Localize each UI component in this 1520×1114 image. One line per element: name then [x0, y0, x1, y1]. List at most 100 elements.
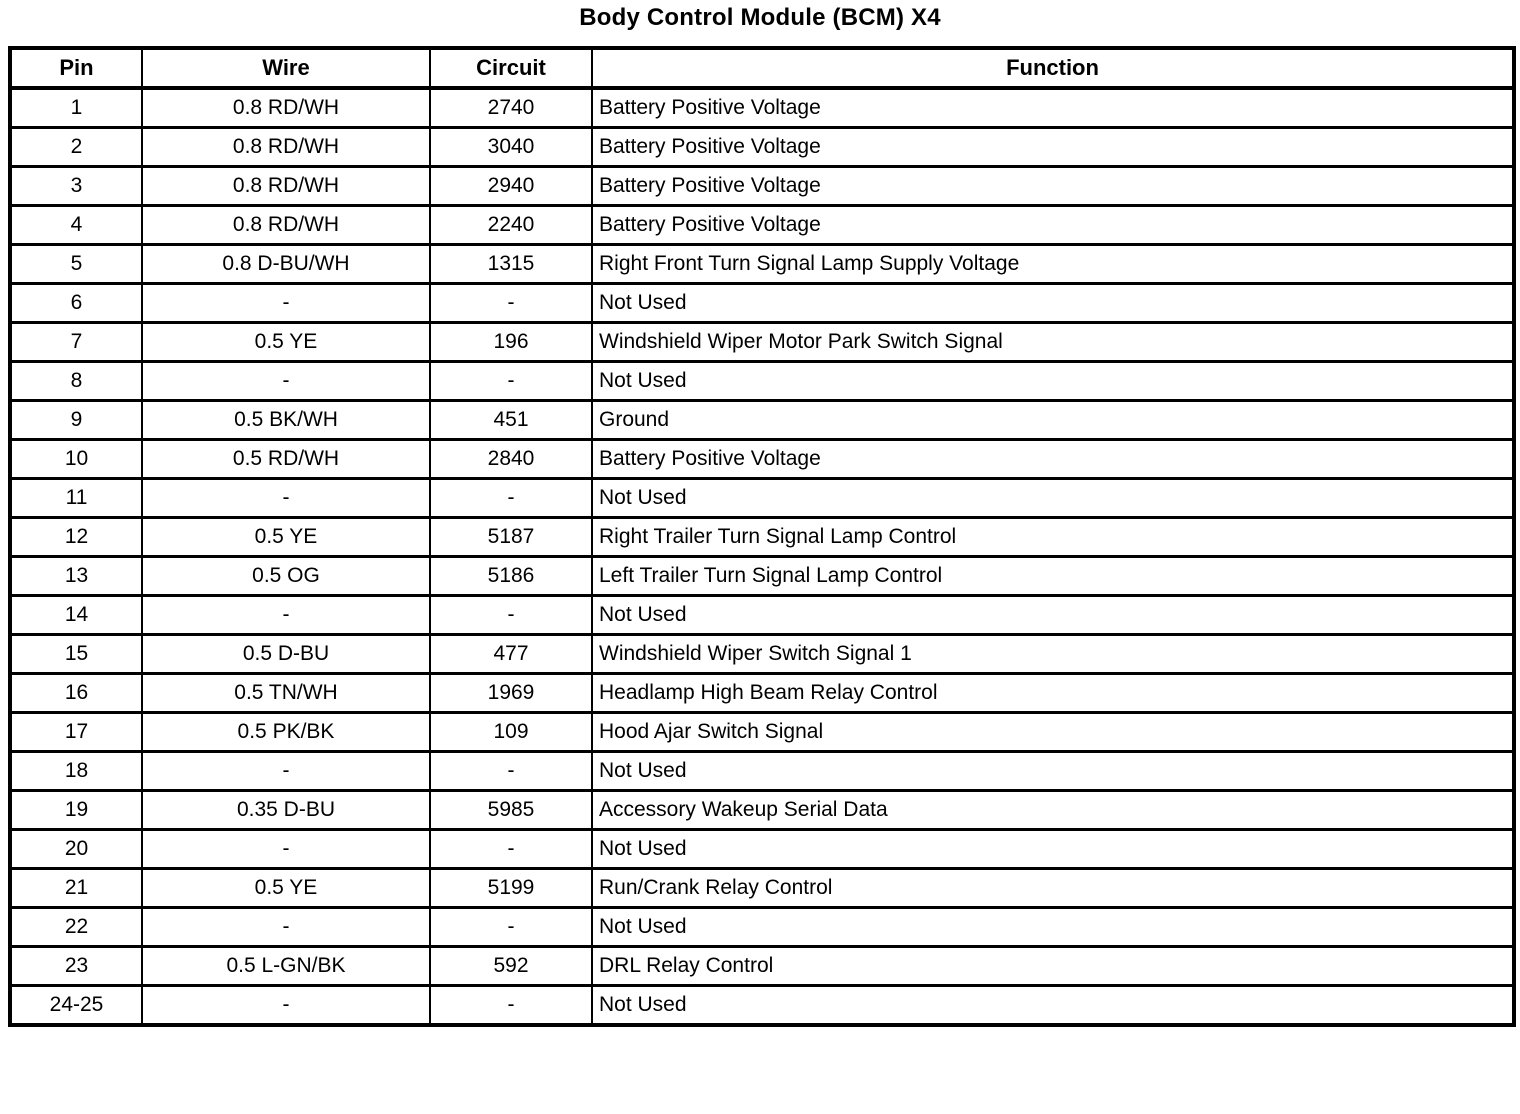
table-row: 9 0.5 BK/WH 451 Ground	[9, 399, 1515, 441]
column-header-wire: Wire	[141, 46, 431, 90]
circuit-cell: 477	[429, 633, 593, 675]
circuit-cell: -	[429, 282, 593, 324]
table-body: 1 0.8 RD/WH 2740 Battery Positive Voltag…	[9, 86, 1515, 1027]
wire-cell: 0.8 RD/WH	[141, 204, 431, 246]
wire-cell: 0.5 RD/WH	[141, 438, 431, 480]
circuit-cell: 2240	[429, 204, 593, 246]
wire-cell: 0.35 D-BU	[141, 789, 431, 831]
column-header-pin: Pin	[9, 46, 143, 90]
function-cell: Battery Positive Voltage	[591, 438, 1515, 480]
table-row: 19 0.35 D-BU 5985 Accessory Wakeup Seria…	[9, 789, 1515, 831]
circuit-cell: -	[429, 594, 593, 636]
pin-cell: 1	[9, 86, 143, 129]
circuit-cell: 1315	[429, 243, 593, 285]
pin-cell: 9	[9, 399, 143, 441]
table-row: 4 0.8 RD/WH 2240 Battery Positive Voltag…	[9, 204, 1515, 246]
circuit-cell: 5186	[429, 555, 593, 597]
wire-cell: -	[141, 828, 431, 870]
page-title: Body Control Module (BCM) X4	[579, 4, 941, 31]
wire-cell: 0.5 PK/BK	[141, 711, 431, 753]
pin-cell: 23	[9, 945, 143, 987]
table-row: 16 0.5 TN/WH 1969 Headlamp High Beam Rel…	[9, 672, 1515, 714]
pin-cell: 4	[9, 204, 143, 246]
pin-cell: 5	[9, 243, 143, 285]
circuit-cell: -	[429, 828, 593, 870]
function-cell: Left Trailer Turn Signal Lamp Control	[591, 555, 1515, 597]
wire-cell: -	[141, 594, 431, 636]
circuit-cell: 2840	[429, 438, 593, 480]
pin-cell: 6	[9, 282, 143, 324]
table-row: 15 0.5 D-BU 477 Windshield Wiper Switch …	[9, 633, 1515, 675]
function-cell: Battery Positive Voltage	[591, 86, 1515, 129]
table-row: 22 - - Not Used	[9, 906, 1515, 948]
function-cell: Not Used	[591, 828, 1515, 870]
wire-cell: 0.5 YE	[141, 867, 431, 909]
function-cell: Run/Crank Relay Control	[591, 867, 1515, 909]
pin-cell: 17	[9, 711, 143, 753]
function-cell: Right Trailer Turn Signal Lamp Control	[591, 516, 1515, 558]
circuit-cell: -	[429, 906, 593, 948]
pin-cell: 2	[9, 126, 143, 168]
wire-cell: -	[141, 360, 431, 402]
function-cell: Not Used	[591, 477, 1515, 519]
pin-cell: 21	[9, 867, 143, 909]
circuit-cell: -	[429, 984, 593, 1027]
column-header-function: Function	[591, 46, 1515, 90]
wire-cell: 0.8 RD/WH	[141, 126, 431, 168]
wire-cell: 0.5 BK/WH	[141, 399, 431, 441]
pin-cell: 13	[9, 555, 143, 597]
function-cell: Windshield Wiper Motor Park Switch Signa…	[591, 321, 1515, 363]
function-cell: Not Used	[591, 360, 1515, 402]
pin-cell: 11	[9, 477, 143, 519]
table-row: 10 0.5 RD/WH 2840 Battery Positive Volta…	[9, 438, 1515, 480]
function-cell: Not Used	[591, 282, 1515, 324]
circuit-cell: 2940	[429, 165, 593, 207]
table-header: Pin Wire Circuit Function	[9, 46, 1515, 90]
table-row: 21 0.5 YE 5199 Run/Crank Relay Control	[9, 867, 1515, 909]
column-header-circuit: Circuit	[429, 46, 593, 90]
function-cell: Ground	[591, 399, 1515, 441]
table-row: 12 0.5 YE 5187 Right Trailer Turn Signal…	[9, 516, 1515, 558]
circuit-cell: 2740	[429, 86, 593, 129]
header-row: Pin Wire Circuit Function	[9, 46, 1515, 90]
circuit-cell: -	[429, 750, 593, 792]
table-row: 7 0.5 YE 196 Windshield Wiper Motor Park…	[9, 321, 1515, 363]
circuit-cell: 109	[429, 711, 593, 753]
table-row: 23 0.5 L-GN/BK 592 DRL Relay Control	[9, 945, 1515, 987]
function-cell: Right Front Turn Signal Lamp Supply Volt…	[591, 243, 1515, 285]
pin-cell: 18	[9, 750, 143, 792]
function-cell: Battery Positive Voltage	[591, 204, 1515, 246]
wire-cell: -	[141, 906, 431, 948]
wire-cell: 0.8 RD/WH	[141, 165, 431, 207]
pin-cell: 24-25	[9, 984, 143, 1027]
function-cell: DRL Relay Control	[591, 945, 1515, 987]
table-row: 5 0.8 D-BU/WH 1315 Right Front Turn Sign…	[9, 243, 1515, 285]
wire-cell: 0.5 OG	[141, 555, 431, 597]
circuit-cell: 592	[429, 945, 593, 987]
circuit-cell: 5199	[429, 867, 593, 909]
function-cell: Windshield Wiper Switch Signal 1	[591, 633, 1515, 675]
table-row: 8 - - Not Used	[9, 360, 1515, 402]
pin-cell: 7	[9, 321, 143, 363]
wire-cell: 0.5 YE	[141, 516, 431, 558]
circuit-cell: 5985	[429, 789, 593, 831]
pin-cell: 19	[9, 789, 143, 831]
pin-cell: 12	[9, 516, 143, 558]
function-cell: Battery Positive Voltage	[591, 165, 1515, 207]
wire-cell: -	[141, 750, 431, 792]
function-cell: Not Used	[591, 906, 1515, 948]
table-row: 11 - - Not Used	[9, 477, 1515, 519]
pin-cell: 14	[9, 594, 143, 636]
function-cell: Not Used	[591, 594, 1515, 636]
pin-cell: 16	[9, 672, 143, 714]
wire-cell: -	[141, 984, 431, 1027]
table-row: 6 - - Not Used	[9, 282, 1515, 324]
wire-cell: -	[141, 282, 431, 324]
function-cell: Hood Ajar Switch Signal	[591, 711, 1515, 753]
function-cell: Not Used	[591, 984, 1515, 1027]
table-row: 24-25 - - Not Used	[9, 984, 1515, 1027]
circuit-cell: -	[429, 360, 593, 402]
bcm-x4-pinout-table: Pin Wire Circuit Function 1 0.8 RD/WH 27…	[8, 46, 1516, 1027]
wire-cell: -	[141, 477, 431, 519]
circuit-cell: 1969	[429, 672, 593, 714]
